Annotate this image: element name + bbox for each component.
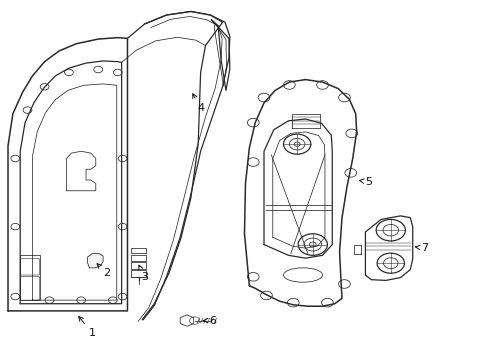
Text: 3: 3 — [139, 265, 148, 282]
Bar — [131, 262, 146, 269]
Text: 2: 2 — [97, 264, 110, 278]
Bar — [131, 270, 146, 277]
Text: 6: 6 — [203, 316, 216, 325]
Bar — [131, 248, 146, 253]
Text: 4: 4 — [192, 94, 204, 113]
Bar — [131, 255, 146, 261]
Text: 1: 1 — [79, 316, 96, 338]
Text: 5: 5 — [359, 177, 371, 187]
Text: 7: 7 — [415, 243, 427, 253]
Polygon shape — [87, 253, 103, 268]
